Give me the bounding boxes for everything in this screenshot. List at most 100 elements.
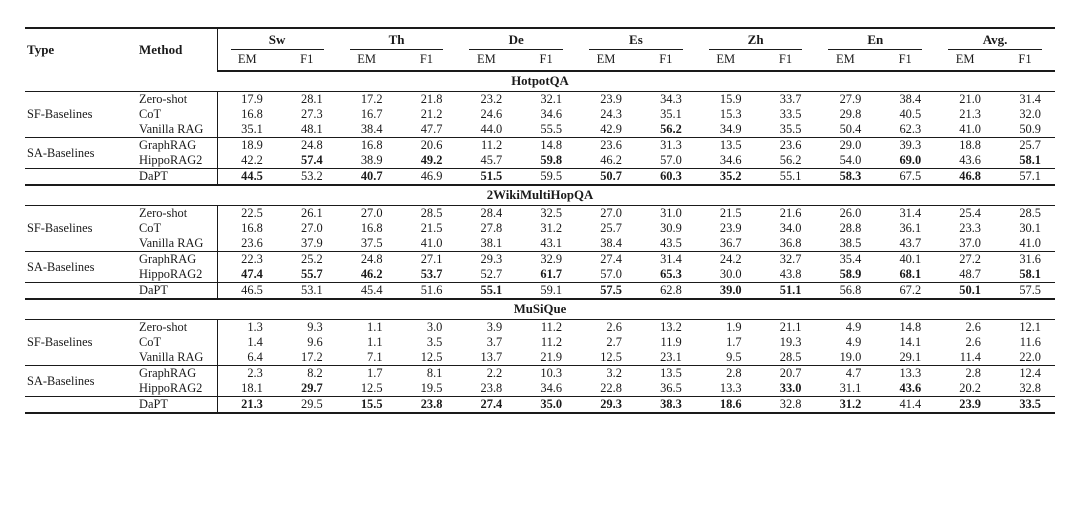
table-row: SA-Baselines GraphRAG 18.9 24.8 16.8 20.6 11.2…	[25, 137, 1055, 169]
method-cell: DaPT	[137, 168, 218, 185]
value-cell: 23.9	[935, 396, 995, 413]
value-cell: 58.1	[1019, 153, 1041, 167]
results-table: Type Method Sw Th De Es Zh En Avg. EM F1 EM F1 EM F…	[25, 27, 1055, 414]
value-cell: 3.2	[576, 365, 636, 381]
value-cell: 43.1	[540, 236, 563, 250]
type-cell: SF-Baselines	[27, 107, 93, 121]
value-cell: 21.5	[420, 221, 443, 235]
value-cell: 36.1	[899, 221, 922, 235]
column-header-type: Type	[27, 42, 55, 57]
value-cell: 32.8	[1019, 381, 1041, 395]
value-cell: 31.3	[635, 137, 696, 153]
method-cell: Zero-shot	[139, 206, 188, 220]
method-cell: CoT	[139, 335, 162, 349]
value-cell: 27.2	[935, 251, 995, 267]
value-cell: 29.1	[899, 350, 922, 364]
value-cell: 47.4	[216, 267, 277, 283]
type-cell: SF-Baselines	[27, 335, 93, 349]
value-cell: 39.0	[695, 282, 756, 299]
table-row: Vanilla RAG 23.6 37.9 37.5 41.0 38.1 43.1 38.4 4…	[25, 236, 1055, 252]
method-cell: Zero-shot	[139, 320, 188, 334]
value-cell: 35.1	[216, 122, 277, 138]
value-cell: 42.9	[600, 122, 622, 136]
value-cell: 32.0	[1019, 107, 1041, 121]
value-cell: 37.5	[360, 236, 383, 250]
value-cell: 27.4	[456, 396, 517, 413]
value-cell: 46.5	[216, 282, 277, 299]
metric-header: F1	[994, 50, 1055, 72]
value-cell: 23.3	[959, 221, 981, 235]
method-cell: Vanilla RAG	[139, 122, 204, 136]
value-cell: 32.9	[516, 251, 577, 267]
column-header-method: Method	[139, 42, 183, 57]
value-cell: 28.5	[779, 350, 802, 364]
value-cell: 50.4	[839, 122, 862, 136]
group-underline	[828, 49, 923, 50]
table-row: SA-Baselines GraphRAG 22.3 25.2 24.8 27.1 29.3…	[25, 251, 1055, 283]
value-cell: 38.3	[635, 396, 696, 413]
value-cell: 56.8	[815, 282, 876, 299]
language-group-header: En	[815, 28, 935, 50]
value-cell: 53.7	[420, 267, 443, 281]
value-cell: 55.1	[755, 168, 816, 185]
value-cell: 59.1	[516, 282, 577, 299]
value-cell: 34.6	[540, 107, 563, 121]
metric-header: F1	[875, 50, 936, 72]
value-cell: 3.7	[486, 335, 503, 349]
dataset-section-title: 2WikiMultiHopQA	[25, 184, 1055, 206]
value-cell: 31.4	[635, 251, 696, 267]
value-cell: 16.8	[216, 107, 277, 122]
value-cell: 29.7	[301, 381, 323, 395]
table-row: HippoRAG2 42.2 57.4 38.9 49.2 45.7 59.8 46.2 57.…	[25, 153, 1055, 169]
value-cell: 48.1	[301, 122, 323, 136]
value-cell: 17.2	[301, 350, 323, 364]
value-cell: 57.0	[600, 267, 622, 281]
value-cell: 34.6	[540, 381, 563, 395]
value-cell: 27.0	[360, 206, 383, 220]
value-cell: 13.3	[875, 365, 936, 381]
value-cell: 57.1	[994, 168, 1055, 185]
value-cell: 26.0	[839, 206, 862, 220]
value-cell: 62.3	[899, 122, 922, 136]
value-cell: 20.6	[396, 137, 457, 153]
value-cell: 21.8	[420, 92, 443, 106]
value-cell: 11.4	[959, 350, 981, 364]
value-cell: 31.4	[899, 206, 922, 220]
value-cell: 43.6	[899, 381, 922, 395]
value-cell: 38.1	[480, 236, 503, 250]
group-underline	[230, 49, 324, 50]
value-cell: 23.6	[755, 137, 816, 153]
table-header: Type Method Sw Th De Es Zh En Avg. EM F1 EM F1 EM F…	[25, 28, 1055, 72]
value-cell: 43.5	[660, 236, 682, 250]
value-cell: 31.1	[839, 381, 862, 395]
value-cell: 23.2	[480, 92, 503, 106]
value-cell: 2.8	[935, 365, 995, 381]
value-cell: 3.0	[426, 320, 443, 334]
value-cell: 16.8	[336, 137, 397, 153]
value-cell: 8.1	[396, 365, 457, 381]
value-cell: 23.8	[480, 381, 503, 395]
value-cell: 39.3	[875, 137, 936, 153]
value-cell: 6.4	[216, 350, 277, 366]
value-cell: 12.5	[360, 381, 383, 395]
value-cell: 27.0	[600, 206, 622, 220]
method-cell: Vanilla RAG	[139, 350, 204, 364]
language-group-header: Zh	[696, 28, 816, 50]
value-cell: 27.8	[480, 221, 503, 235]
table-row: HippoRAG2 47.4 55.7 46.2 53.7 52.7 61.7 57.0 65.…	[25, 267, 1055, 283]
value-cell: 47.7	[420, 122, 443, 136]
value-cell: 37.0	[959, 236, 981, 250]
method-cell: GraphRAG	[137, 137, 218, 153]
value-cell: 10.3	[516, 365, 577, 381]
value-cell: 2.8	[695, 365, 756, 381]
value-cell: 49.2	[420, 153, 443, 167]
value-cell: 34.6	[719, 153, 742, 167]
value-cell: 29.3	[576, 396, 636, 413]
value-cell: 59.8	[540, 153, 563, 167]
value-cell: 46.9	[396, 168, 457, 185]
value-cell: 25.7	[600, 221, 622, 235]
value-cell: 14.8	[516, 137, 577, 153]
value-cell: 32.5	[540, 206, 563, 220]
value-cell: 31.4	[1019, 92, 1041, 106]
value-cell: 38.4	[899, 92, 922, 106]
